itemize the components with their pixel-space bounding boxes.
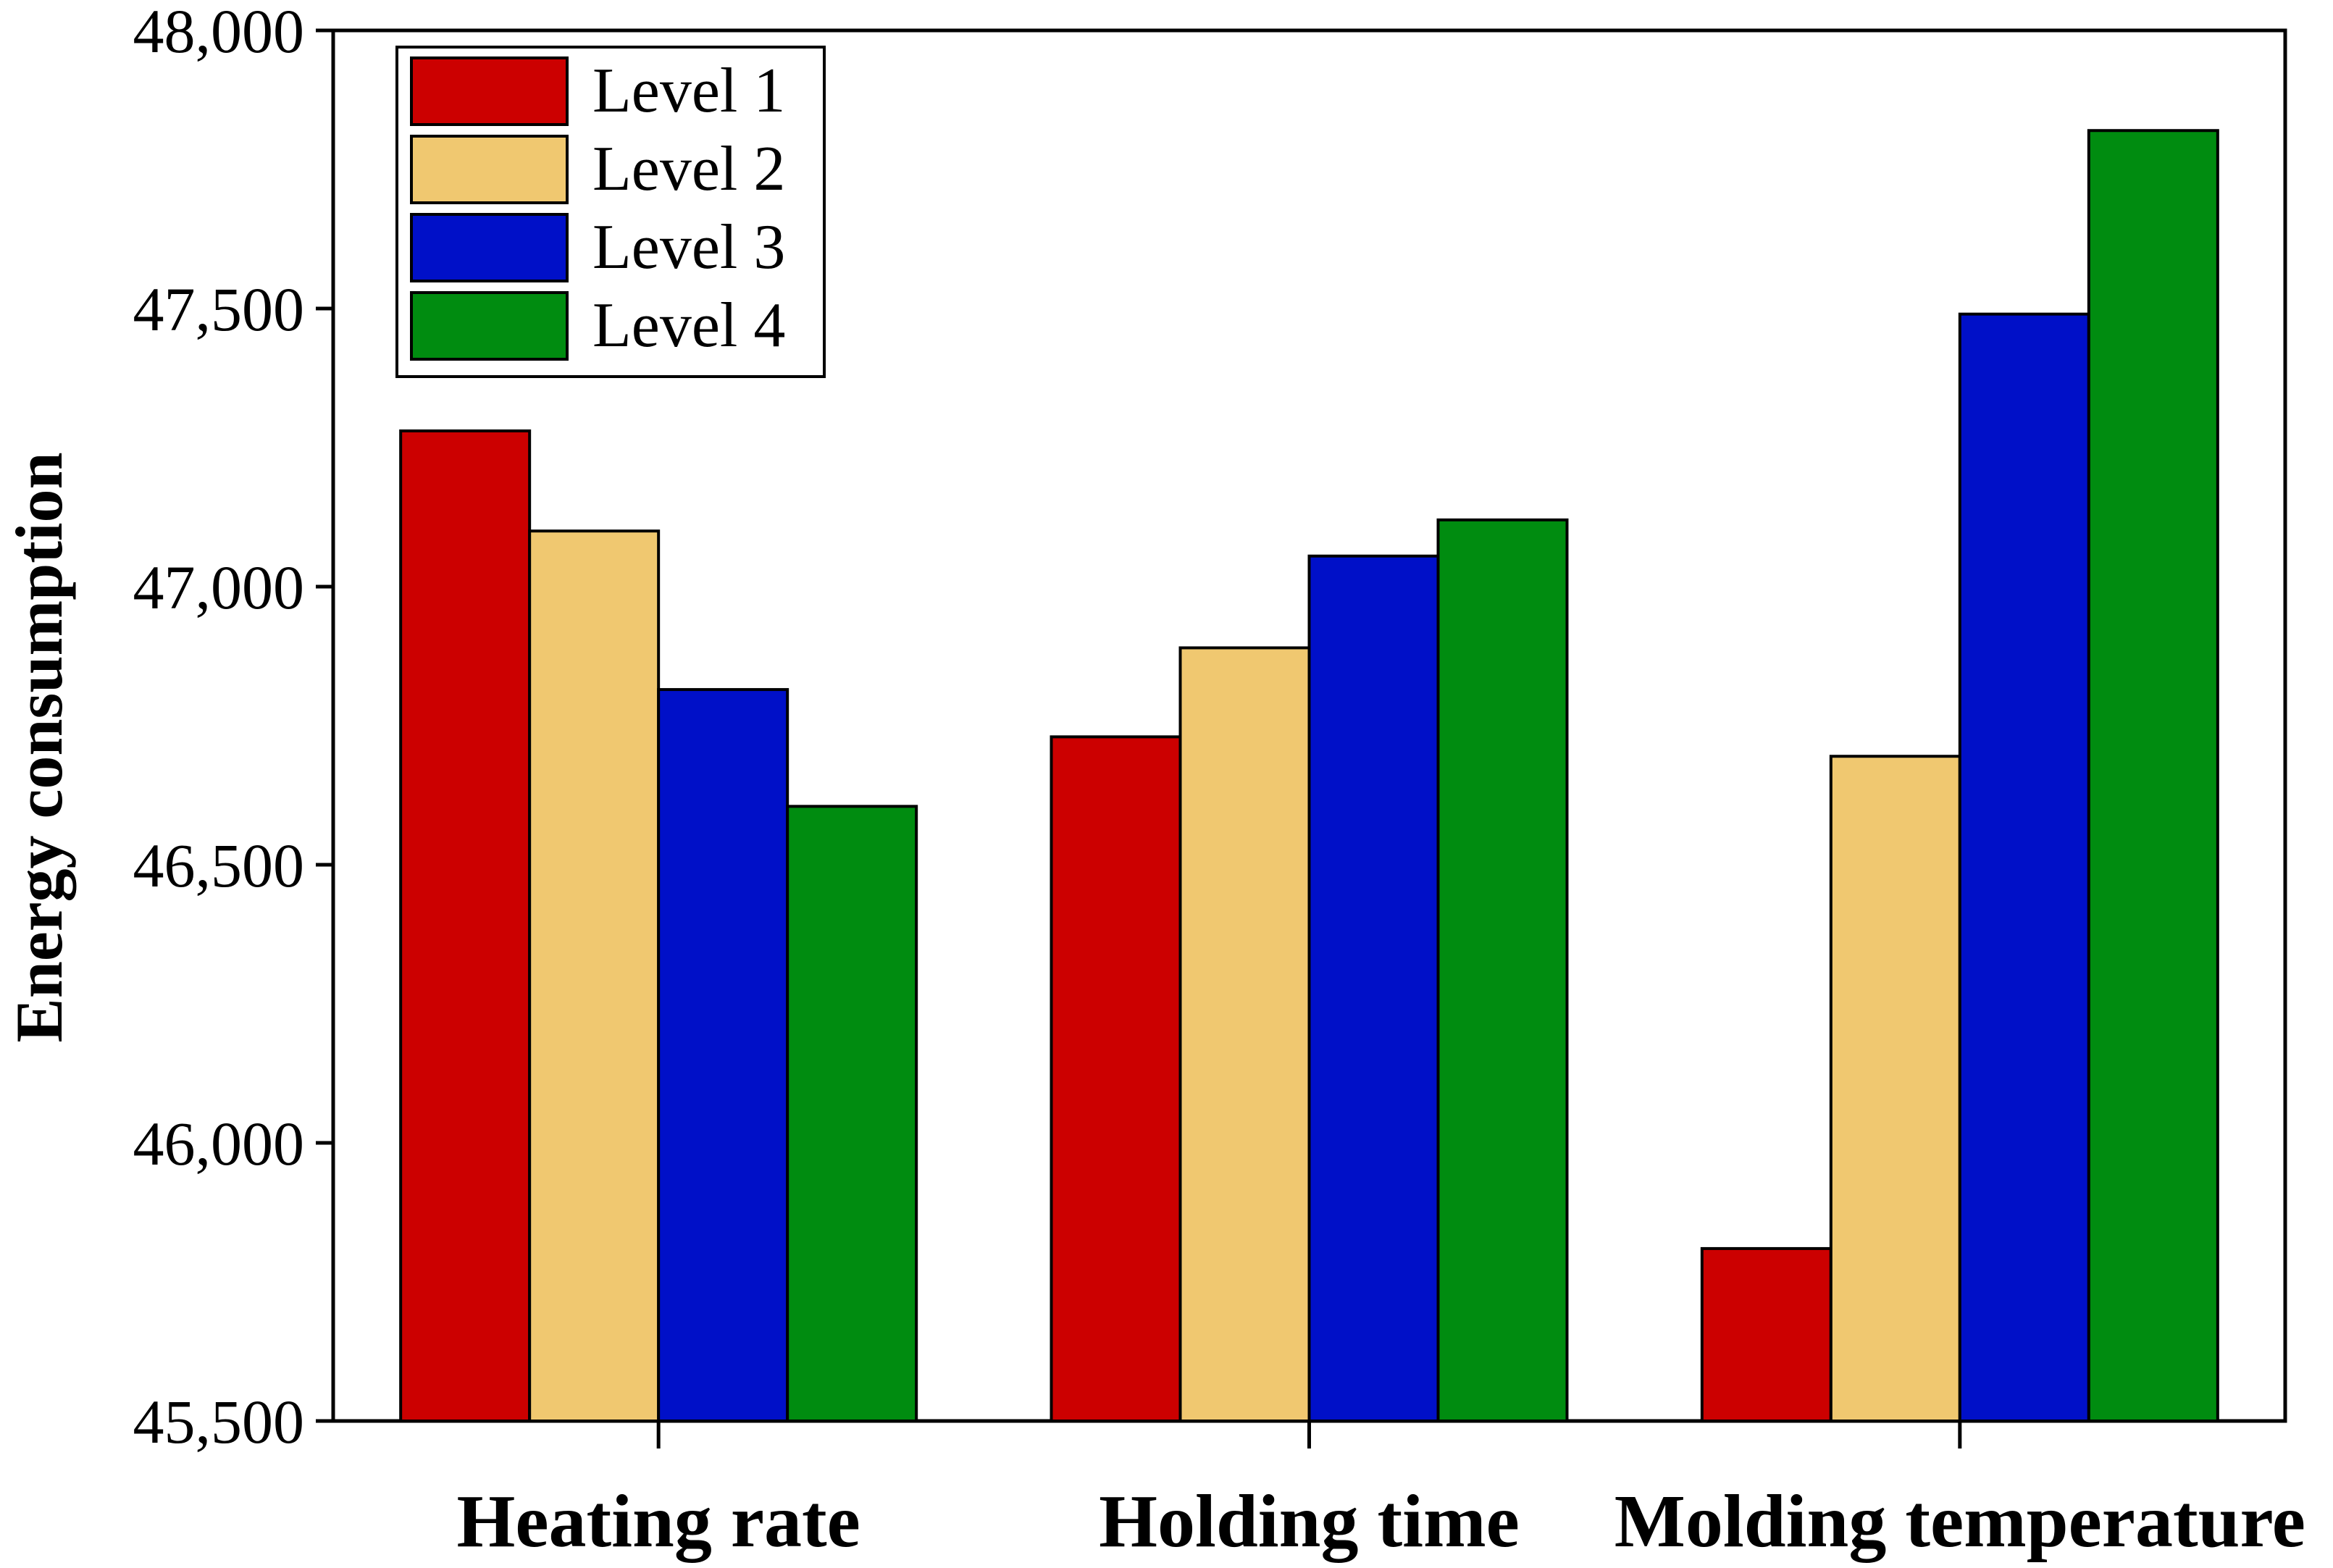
- bars: [399, 129, 2219, 1423]
- y-axis-label: Energy consumption: [2, 452, 76, 1042]
- bar-1-3: [1700, 1246, 1833, 1423]
- legend-swatch-2: [410, 135, 569, 204]
- legend-swatch-4: [410, 291, 569, 361]
- legend-swatch-1: [410, 56, 569, 126]
- y-tick-label: 46,000: [133, 1109, 305, 1178]
- bar-3-2: [1307, 554, 1440, 1422]
- bar-2-2: [1178, 646, 1311, 1422]
- x-tick-label: Holding time: [1099, 1480, 1520, 1563]
- bar-2-3: [1829, 755, 1961, 1422]
- y-tick-label: 47,000: [133, 553, 305, 622]
- x-tick-label: Heating rate: [456, 1480, 860, 1563]
- bar-4-3: [2087, 129, 2219, 1423]
- y-tick-label: 45,500: [133, 1387, 305, 1456]
- y-tick-label: 48,000: [133, 0, 305, 66]
- x-tick-label: Molding temperature: [1614, 1480, 2305, 1563]
- bar-1-1: [399, 429, 532, 1423]
- legend-label-1: Level 1: [592, 56, 785, 126]
- legend-label-3: Level 3: [592, 212, 785, 282]
- bar-2-1: [528, 529, 661, 1423]
- y-tick-label: 46,500: [133, 831, 305, 900]
- legend-swatch-3: [410, 213, 569, 282]
- bar-3-3: [1958, 312, 2090, 1422]
- y-tick-label: 47,500: [133, 274, 305, 344]
- bar-4-1: [786, 805, 918, 1422]
- legend: Level 1 Level 2 Level 3 Level 4: [395, 46, 826, 378]
- legend-label-4: Level 4: [592, 290, 785, 361]
- bar-4-2: [1436, 518, 1569, 1423]
- bar-3-1: [657, 688, 789, 1422]
- bar-1-2: [1050, 735, 1182, 1422]
- legend-label-2: Level 2: [592, 134, 785, 204]
